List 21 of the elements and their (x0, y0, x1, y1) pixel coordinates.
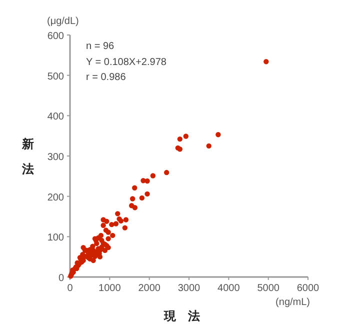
x-tick-label: 3000 (178, 283, 201, 294)
x-tick-label: 1000 (98, 283, 122, 294)
y-tick-label: 300 (47, 152, 64, 163)
y-tick-label: 0 (58, 273, 64, 284)
annotation: Y = 0.108X+2.978 (86, 57, 167, 68)
y-tick-label: 400 (47, 112, 64, 123)
annotation: n = 96 (86, 41, 115, 52)
x-tick-label: 2000 (138, 283, 161, 294)
x-tick-label: 5000 (257, 283, 280, 294)
y-tick-label: 500 (47, 71, 64, 82)
x-tick-label: 0 (67, 283, 74, 294)
y-tick-label: 600 (47, 31, 64, 42)
text: (μg/dL) (47, 16, 79, 27)
x-axis-title: 現法 (163, 309, 212, 323)
annotation: r = 0.986 (86, 72, 126, 83)
y-axis-title: 新法 (21, 137, 34, 176)
x-tick-label: 6000 (296, 283, 320, 294)
x-tick-label: 4000 (218, 283, 240, 294)
y-tick-label: 200 (47, 192, 64, 204)
text: (ng/mL) (276, 297, 310, 308)
y-tick-label: 100 (47, 232, 64, 244)
